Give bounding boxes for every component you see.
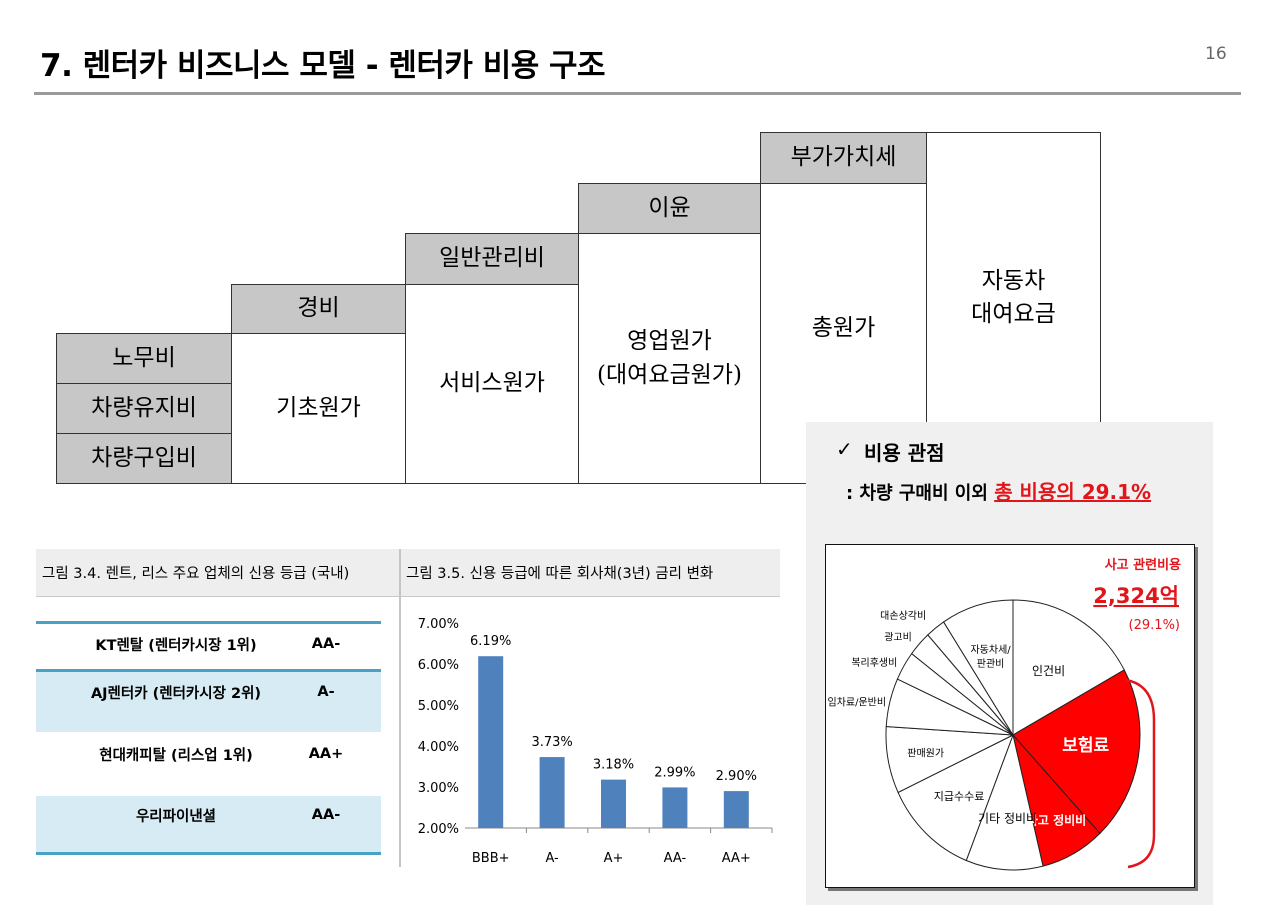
table-row: 현대캐피탈 (리스업 1위) AA+ [36, 724, 381, 784]
bar-value-label: 2.99% [654, 765, 695, 780]
pie-slice-label: 광고비 [884, 632, 912, 644]
pie-slice [942, 599, 1014, 737]
operating-cost-line2: (대여요금원가) [597, 361, 742, 388]
caption-divider [399, 549, 401, 867]
vat-box: 부가가치세 [760, 132, 927, 184]
bar [478, 656, 504, 828]
bar [662, 787, 688, 828]
pie-slice-label: 판매원가 [907, 748, 944, 760]
credit-rating: AA- [311, 807, 341, 823]
y-tick-label: 5.00% [418, 699, 459, 714]
title-divider [34, 92, 1241, 95]
expenses-box: 경비 [231, 284, 406, 334]
company-name: 우리파이낸셜 [135, 808, 217, 825]
rating-table-caption: 그림 3.4. 렌트, 리스 주요 업체의 신용 등급 (국내) [36, 549, 399, 597]
bar [539, 757, 565, 828]
accident-cost-amount: 2,324억 [1093, 584, 1179, 608]
bond-yield-bar-chart: 2.00% 3.00% 4.00% 5.00% 6.00% 7.00% 6.19% BBB+ 3… [418, 617, 773, 866]
credit-rating: AA- [311, 636, 341, 652]
profit-box: 이윤 [578, 183, 761, 234]
y-tick-label: 6.00% [418, 658, 459, 673]
pie-slice-label: 보험료 [1062, 735, 1109, 756]
table-rule [36, 621, 381, 624]
accident-cost-bracket [1125, 678, 1156, 869]
pie-slice [897, 733, 1014, 862]
bar [723, 791, 749, 828]
x-tick-label: A+ [604, 851, 624, 866]
pie-slice-label: 인건비 [1032, 664, 1065, 678]
labor-cost-box: 노무비 [56, 333, 232, 384]
rental-fee-line2: 대여요금 [971, 301, 1056, 328]
bar-value-label: 2.90% [716, 769, 757, 784]
operating-cost-line1: 영업원가 [627, 328, 712, 355]
check-icon: ✓ [836, 437, 853, 461]
pie-slice-label: 사고 정비비 [1027, 812, 1086, 827]
company-name: KT렌탈 (렌터카시장 1위) [95, 637, 257, 654]
bar [601, 779, 626, 828]
general-admin-box: 일반관리비 [405, 233, 579, 285]
bar-value-label: 3.18% [593, 758, 634, 773]
page-number: 16 [1205, 44, 1227, 64]
table-row: AJ렌터카 (렌터카시장 2위) A- [36, 672, 381, 732]
vehicle-purchase-box: 차량구입비 [56, 433, 232, 484]
pie-slice-label: 복리후생비 [851, 657, 897, 669]
service-cost-box: 서비스원가 [405, 284, 579, 484]
pie-slice-label: 자동차세/ [970, 644, 1011, 656]
y-tick-label: 4.00% [418, 740, 459, 755]
pie-slice-label: 기타 정비비 [978, 812, 1037, 826]
pie-slice [1012, 599, 1125, 736]
bond-chart-caption: 그림 3.5. 신용 등급에 따른 회사채(3년) 금리 변화 [400, 549, 780, 597]
credit-rating: A- [317, 684, 335, 700]
x-tick-label: AA- [664, 851, 687, 866]
bar-value-label: 6.19% [470, 634, 511, 649]
accident-cost-label: 사고 관련비용 [1105, 557, 1181, 573]
x-tick-label: A- [545, 851, 559, 866]
table-rule [36, 669, 381, 672]
subtitle-prefix: : 차량 구매비 이외 [846, 483, 995, 504]
table-row: 우리파이낸셜 AA- [36, 796, 381, 852]
basic-cost-box: 기초원가 [231, 333, 406, 484]
y-tick-label: 7.00% [418, 617, 459, 632]
cost-perspective-subtitle: : 차량 구매비 이외 총 비용의 29.1% [846, 476, 1151, 505]
pie-slice [965, 733, 1044, 871]
x-tick-label: AA+ [722, 851, 751, 866]
vehicle-maintenance-box: 차량유지비 [56, 383, 232, 434]
pie-slice [1012, 669, 1141, 835]
company-name: 현대캐피탈 (리스업 1위) [99, 747, 253, 764]
pie-slice-label: 임차료/운반비 [828, 695, 887, 708]
pie-slice-label: 판관비 [977, 658, 1005, 670]
accident-cost-percent: (29.1%) [1129, 618, 1180, 633]
pie-slice-label: 대손상각비 [880, 610, 926, 622]
table-row: KT렌탈 (렌터카시장 1위) AA- [36, 614, 381, 674]
table-rule [36, 852, 381, 855]
operating-cost-box: 영업원가 (대여요금원가) [578, 233, 761, 484]
credit-rating: AA+ [308, 746, 344, 762]
y-tick-label: 2.00% [418, 822, 459, 837]
x-tick-label: BBB+ [472, 851, 510, 866]
company-name: AJ렌터카 (렌터카시장 2위) [90, 685, 262, 702]
page-title: 7. 렌터카 비즈니스 모델 - 렌터카 비용 구조 [40, 48, 606, 84]
bar-value-label: 3.73% [531, 735, 572, 750]
rental-fee-line1: 자동차 [981, 268, 1046, 294]
pie-slice-label: 지급수수료 [934, 790, 985, 803]
subtitle-highlight: 총 비용의 29.1% [994, 480, 1152, 504]
y-tick-label: 3.00% [418, 781, 459, 796]
cost-perspective-heading: 비용 관점 [864, 441, 945, 465]
